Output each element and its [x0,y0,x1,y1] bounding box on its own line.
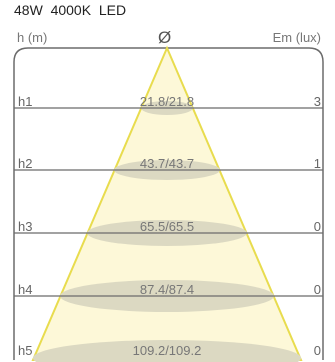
lux-value-h5: 0 [313,343,321,358]
height-label-h3: h3 [18,219,33,234]
height-label-h5: h5 [18,343,33,358]
diagram-frame [13,47,324,360]
diameter-value-h2: 43.7/43.7 [139,156,195,171]
height-label-h2: h2 [18,156,33,171]
height-label-h4: h4 [18,282,33,297]
lux-value-h2: 1 [313,156,321,171]
page-title: 48W 4000K LED [14,2,127,18]
diameter-symbol: Ø [158,28,172,47]
lux-value-h3: 0 [313,219,321,234]
diameter-value-h5: 109.2/109.2 [132,343,202,358]
diameter-value-h3: 65.5/65.5 [139,219,195,234]
height-label-h1: h1 [18,94,33,109]
beam-ellipse-h5 [33,340,301,362]
lux-value-h1: 3 [313,94,321,109]
diameter-value-h4: 87.4/87.4 [139,282,195,297]
height-axis-label: h (m) [17,30,48,45]
diameter-value-h1: 21.8/21.8 [139,94,195,109]
illuminance-axis-label: Em (lux) [272,30,321,45]
lux-value-h4: 0 [313,282,321,297]
